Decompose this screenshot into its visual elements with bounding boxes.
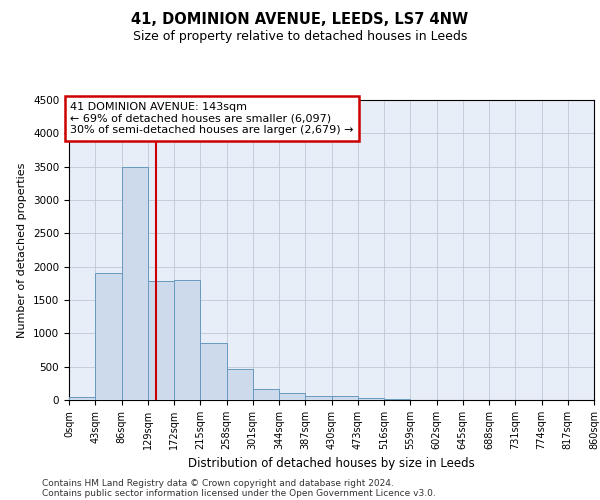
Y-axis label: Number of detached properties: Number of detached properties (17, 162, 28, 338)
Bar (253, 390, 279, 400)
Text: Contains public sector information licensed under the Open Government Licence v3: Contains public sector information licen… (42, 488, 436, 498)
Bar (227, 370, 253, 400)
Text: 41 DOMINION AVENUE: 143sqm
← 69% of detached houses are smaller (6,097)
30% of s: 41 DOMINION AVENUE: 143sqm ← 69% of deta… (70, 102, 354, 135)
Bar (148, 281, 174, 400)
X-axis label: Distribution of detached houses by size in Leeds: Distribution of detached houses by size … (188, 458, 475, 470)
Bar (200, 344, 227, 400)
Text: 41, DOMINION AVENUE, LEEDS, LS7 4NW: 41, DOMINION AVENUE, LEEDS, LS7 4NW (131, 12, 469, 28)
Bar (174, 280, 200, 400)
Text: Contains HM Land Registry data © Crown copyright and database right 2024.: Contains HM Land Registry data © Crown c… (42, 478, 394, 488)
Bar (69, 398, 95, 400)
Bar (279, 394, 305, 400)
Bar (95, 272, 121, 400)
Bar (121, 166, 148, 400)
Bar (305, 396, 331, 400)
Bar (331, 396, 358, 400)
Text: Size of property relative to detached houses in Leeds: Size of property relative to detached ho… (133, 30, 467, 43)
Bar (358, 398, 384, 400)
